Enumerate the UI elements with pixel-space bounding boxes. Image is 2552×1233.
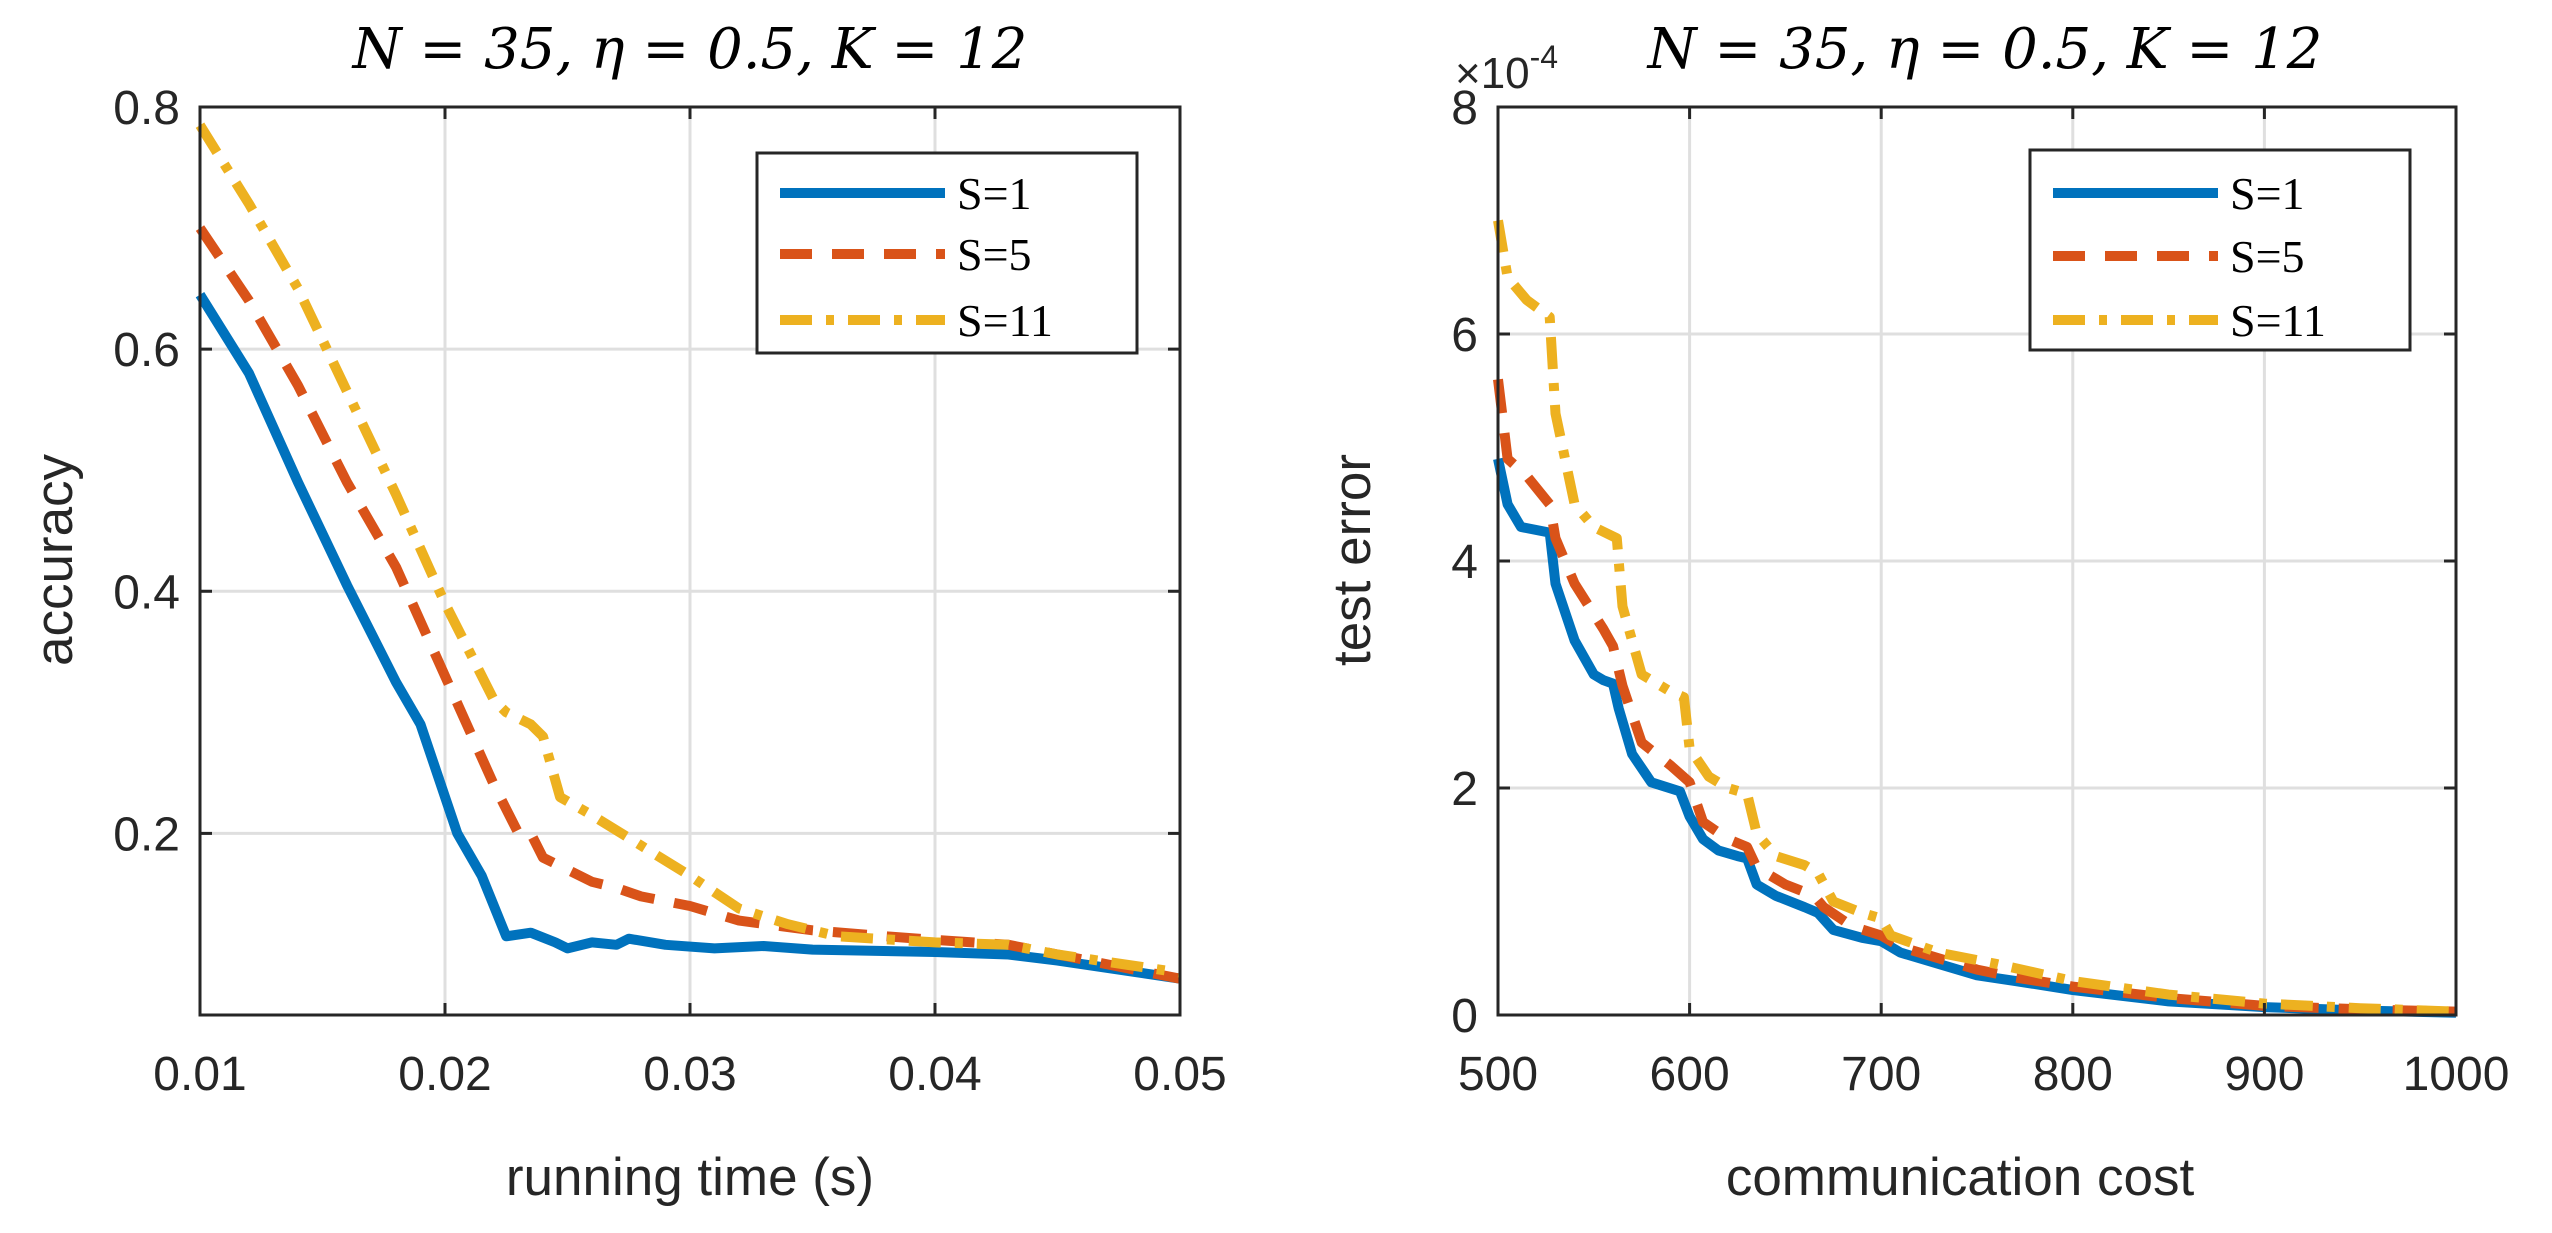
series-line-s1 <box>195 292 1181 984</box>
legend-label-s5: S=5 <box>2230 231 2305 282</box>
legend: S=1 S=5 S=11 <box>2028 148 2412 352</box>
x-tick-label: 1000 <box>2403 1048 2510 1101</box>
x-axis-label: running time (s) <box>506 1148 874 1207</box>
chart-title: N = 35, η = 0.5, K = 12 <box>1646 17 2323 82</box>
series-line-s1 <box>1493 457 2457 1018</box>
chart-left: N = 35, η = 0.5, K = 12 0.01 0.02 0.03 0.04… <box>25 17 1227 1207</box>
x-tick-label: 700 <box>1841 1048 1921 1101</box>
chart-title: N = 35, η = 0.5, K = 12 <box>351 17 1028 82</box>
y-tick-label: 0.6 <box>113 324 180 377</box>
x-tick-label: 900 <box>2224 1048 2304 1101</box>
chart-right: N = 35, η = 0.5, K = 12 500 600 700 800 900 1… <box>1323 17 2509 1207</box>
series-line-s5 <box>1493 378 2457 1017</box>
y-tick-label: 0.2 <box>113 808 180 861</box>
y-axis-label: test error <box>1323 454 1382 666</box>
legend-box <box>2028 148 2412 352</box>
y-tick-label: 6 <box>1451 309 1478 362</box>
y-axis-label: accuracy <box>25 453 84 666</box>
y-tick-label: 8 <box>1451 82 1478 135</box>
y-tick-label: 0.8 <box>113 82 180 135</box>
x-axis-label: communication cost <box>1726 1148 2195 1207</box>
x-tick-label: 500 <box>1458 1048 1538 1101</box>
x-tick-label: 0.03 <box>643 1048 736 1101</box>
y-tick-label: 2 <box>1451 763 1478 816</box>
y-multiplier: ×10-4 <box>1455 39 1558 98</box>
legend-label-s1: S=1 <box>957 168 1032 219</box>
x-tick-label: 0.02 <box>398 1048 491 1101</box>
x-tick-label: 800 <box>2033 1048 2113 1101</box>
x-tick-label: 0.01 <box>153 1048 246 1101</box>
legend-label-s11: S=11 <box>2230 295 2326 346</box>
y-tick-label: 0.4 <box>113 566 180 619</box>
series-line-s11 <box>1493 219 2457 1017</box>
y-tick-label: 0 <box>1451 990 1478 1043</box>
x-tick-label: 0.04 <box>888 1048 981 1101</box>
legend-label-s1: S=1 <box>2230 168 2305 219</box>
legend-label-s11: S=11 <box>957 295 1053 346</box>
legend: S=1 S=5 S=11 <box>755 151 1139 355</box>
x-tick-label: 0.05 <box>1133 1048 1226 1101</box>
y-tick-label: 4 <box>1451 536 1478 589</box>
x-tick-label: 600 <box>1650 1048 1730 1101</box>
legend-label-s5: S=5 <box>957 229 1032 280</box>
legend-box <box>755 151 1139 355</box>
series-line-s11 <box>195 122 1181 978</box>
